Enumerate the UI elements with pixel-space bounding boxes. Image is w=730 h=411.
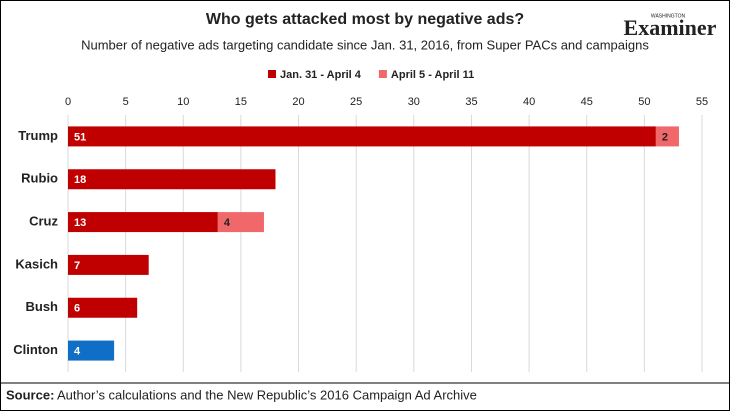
data-label: 4 xyxy=(74,345,81,357)
x-tick-label: 5 xyxy=(123,96,129,108)
bar xyxy=(68,126,656,147)
source: Author’s calculations and the New Republ… xyxy=(57,387,477,402)
y-tick-label: Rubio xyxy=(21,171,58,186)
x-tick-label: 30 xyxy=(408,96,420,108)
x-tick-label: 10 xyxy=(177,96,189,108)
bar xyxy=(655,126,679,147)
bar xyxy=(68,340,115,361)
x-tick-label: 50 xyxy=(638,96,650,108)
legend-swatch xyxy=(268,70,276,78)
x-tick-label: 25 xyxy=(350,96,362,108)
data-label: 51 xyxy=(74,131,86,143)
data-label: 2 xyxy=(662,131,668,143)
x-tick-label: 20 xyxy=(292,96,304,108)
logo-small: WASHINGTON xyxy=(651,13,686,19)
data-label: 4 xyxy=(224,217,231,229)
bar xyxy=(68,297,138,318)
x-tick-label: 0 xyxy=(65,96,71,108)
y-tick-label: Bush xyxy=(26,299,59,314)
data-label: 7 xyxy=(74,260,80,272)
data-label: 6 xyxy=(74,303,80,315)
x-tick-label: 35 xyxy=(465,96,477,108)
bar xyxy=(217,212,264,233)
bar xyxy=(68,169,276,190)
x-tick-label: 40 xyxy=(523,96,535,108)
y-tick-label: Cruz xyxy=(29,214,58,229)
x-tick-label: 45 xyxy=(581,96,593,108)
bar xyxy=(68,212,218,233)
legend-label: April 5 - April 11 xyxy=(391,69,474,81)
legend-swatch xyxy=(378,70,387,78)
y-tick-label: Kasich xyxy=(15,256,58,271)
chart-title: Who gets attacked most by negative ads? xyxy=(206,11,524,28)
logo-name: Examiner xyxy=(624,15,717,40)
y-tick-label: Trump xyxy=(18,128,58,143)
x-tick-label: 15 xyxy=(235,96,247,108)
data-label: 13 xyxy=(74,217,86,229)
y-tick-label: Clinton xyxy=(13,342,58,357)
x-tick-label: 55 xyxy=(696,96,708,108)
source-label: Source: xyxy=(6,387,54,402)
data-label: 18 xyxy=(74,174,86,186)
legend-label: Jan. 31 - April 4 xyxy=(280,69,362,81)
chart-subtitle: Number of negative ads targeting candida… xyxy=(81,37,649,52)
bar xyxy=(68,254,149,275)
